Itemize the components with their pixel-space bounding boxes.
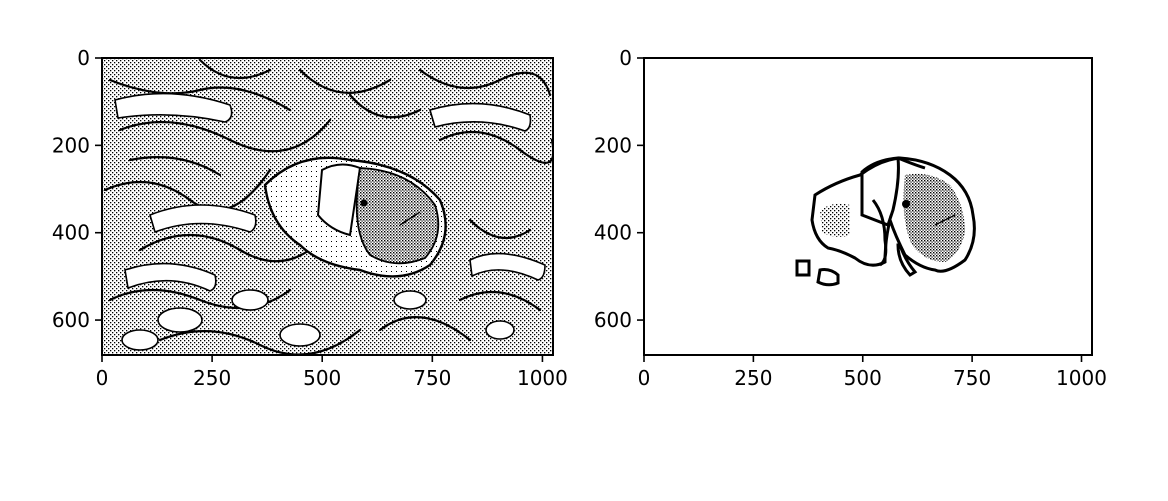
left-y-tick-label: 400: [52, 221, 90, 245]
right-y-tick-label: 0: [619, 46, 632, 70]
right-x-axis: 0 250 500 750 1000: [638, 355, 1107, 390]
left-x-tick-label: 500: [303, 366, 341, 390]
right-fish-contour: [795, 156, 976, 287]
right-x-tick-label: 750: [953, 366, 991, 390]
left-fish-shape: [263, 156, 447, 278]
left-panel: 0 250 500 750 1000 0 200 400 600: [52, 46, 568, 390]
right-fish-fill: [820, 173, 965, 262]
left-y-tick-label: 0: [77, 46, 90, 70]
left-x-tick-label: 750: [413, 366, 451, 390]
right-plot-frame: [643, 57, 1093, 356]
left-x-tick-label: 250: [193, 366, 231, 390]
left-y-tick-label: 200: [52, 133, 90, 157]
right-y-tick-label: 200: [594, 133, 632, 157]
left-y-axis: 0 200 400 600: [52, 46, 102, 332]
right-x-tick-label: 1000: [1056, 366, 1107, 390]
right-y-axis: 0 200 400 600: [594, 46, 644, 332]
left-y-tick-label: 600: [52, 308, 90, 332]
right-y-tick-label: 400: [594, 221, 632, 245]
left-x-axis: 0 250 500 750 1000: [96, 355, 568, 390]
right-x-tick-label: 250: [734, 366, 772, 390]
left-panel-image: [102, 58, 553, 355]
right-x-tick-label: 500: [844, 366, 882, 390]
left-plot-frame: [101, 57, 554, 356]
right-panel: 0 250 500 750 1000 0 200 400 600: [594, 46, 1107, 390]
right-x-tick-label: 0: [638, 366, 651, 390]
right-y-tick-label: 600: [594, 308, 632, 332]
left-x-tick-label: 0: [96, 366, 109, 390]
left-x-tick-label: 1000: [517, 366, 568, 390]
